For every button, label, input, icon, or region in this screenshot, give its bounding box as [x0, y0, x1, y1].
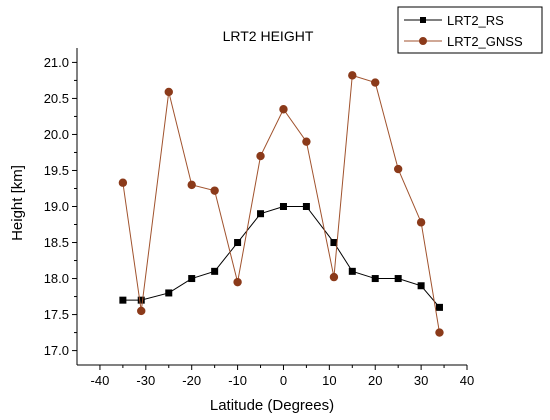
x-tick-label: 20: [368, 373, 382, 388]
data-point-lrt2-gnss: [393, 164, 403, 174]
y-tick-label: 19.0: [44, 199, 69, 214]
axes: -40 -30 -20 -10 0 10 20 30 40 17.0 17.5 18.0 18.5 19.…: [44, 48, 474, 388]
data-point-lrt2-rs: [165, 289, 173, 297]
legend-label-rs: LRT2_RS: [447, 13, 504, 28]
x-axis-title: Latitude (Degrees): [210, 397, 334, 414]
y-tick-label: 20.5: [44, 91, 69, 106]
data-point-lrt2-rs: [211, 267, 219, 275]
data-point-lrt2-gnss: [118, 178, 128, 187]
plot-area: [118, 71, 444, 337]
y-tick-label: 17.5: [44, 307, 69, 322]
legend: LRT2_RS LRT2_GNSS: [397, 6, 543, 54]
legend-marker-gnss: [418, 37, 427, 46]
y-tick-label: 18.0: [44, 271, 69, 286]
data-point-lrt2-rs: [302, 203, 310, 210]
legend-marker-rs: [420, 17, 426, 23]
data-point-lrt2-rs: [330, 239, 338, 247]
data-point-lrt2-gnss: [256, 151, 265, 161]
x-tick-label: -40: [91, 373, 110, 388]
data-point-lrt2-gnss: [187, 180, 196, 190]
data-point-lrt2-rs: [137, 296, 145, 304]
data-point-lrt2-gnss: [137, 306, 146, 316]
y-tick-label: 17.0: [44, 343, 69, 358]
data-point-lrt2-rs: [348, 267, 356, 275]
x-tick-label: 30: [414, 373, 428, 388]
data-point-lrt2-gnss: [233, 277, 242, 287]
data-point-lrt2-gnss: [348, 71, 357, 80]
x-tick-label: -30: [136, 373, 155, 388]
data-point-lrt2-gnss: [329, 272, 339, 282]
y-axis-title: Height [km]: [9, 165, 26, 241]
data-point-lrt2-gnss: [279, 105, 288, 114]
data-point-lrt2-gnss: [164, 87, 173, 97]
x-tick-label: 10: [322, 373, 336, 388]
data-point-lrt2-gnss: [210, 186, 219, 195]
data-point-lrt2-rs: [188, 275, 196, 283]
data-point-lrt2-rs: [119, 296, 127, 304]
data-point-lrt2-rs: [257, 210, 265, 218]
data-point-lrt2-rs: [234, 239, 242, 247]
y-tick-label: 18.5: [44, 235, 69, 250]
chart-title: LRT2 HEIGHT: [223, 28, 314, 44]
data-point-lrt2-rs: [435, 303, 443, 311]
data-point-lrt2-gnss: [435, 328, 444, 337]
y-tick-label: 20.0: [44, 127, 69, 142]
x-tick-label: -10: [228, 373, 247, 388]
x-tick-label: 0: [280, 373, 287, 388]
data-point-lrt2-gnss: [371, 78, 380, 87]
y-tick-label: 21.0: [44, 55, 69, 70]
y-tick-label: 19.5: [44, 163, 69, 178]
data-point-lrt2-rs: [279, 203, 287, 210]
data-point-lrt2-gnss: [302, 137, 311, 146]
data-point-lrt2-rs: [371, 275, 379, 283]
x-tick-label: 40: [460, 373, 474, 388]
data-point-lrt2-rs: [394, 275, 402, 283]
data-point-lrt2-gnss: [416, 218, 426, 227]
legend-box: [397, 6, 543, 54]
data-point-lrt2-rs: [417, 282, 425, 290]
x-tick-label: -20: [182, 373, 201, 388]
legend-label-gnss: LRT2_GNSS: [447, 34, 523, 49]
